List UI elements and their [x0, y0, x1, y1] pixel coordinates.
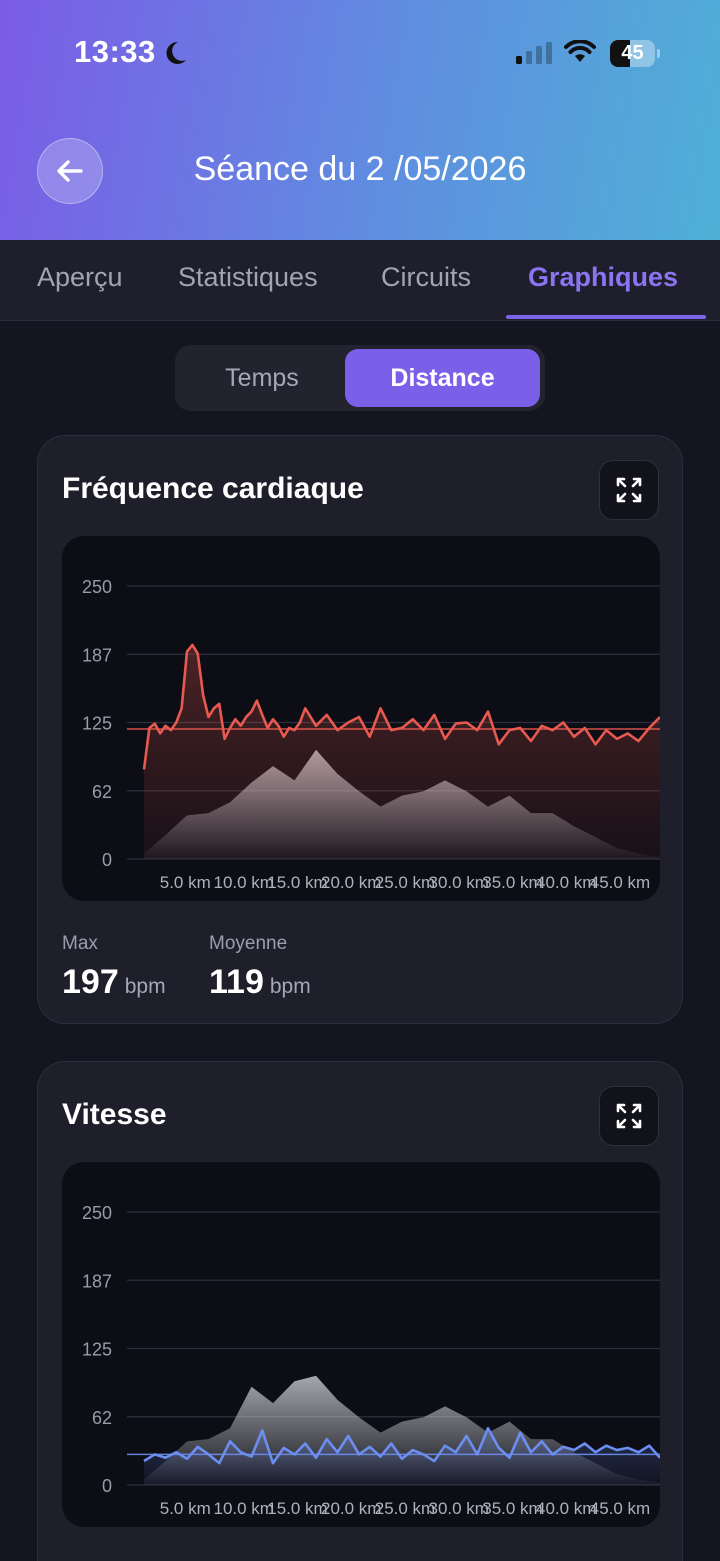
battery-icon: 45 — [610, 40, 660, 67]
tab-bar: Aperçu Statistiques Circuits Graphiques — [0, 240, 720, 321]
stat-label: Max — [62, 933, 98, 954]
active-tab-indicator — [506, 315, 706, 319]
time-distance-toggle: Temps Distance — [175, 345, 545, 411]
y-tick-label: 62 — [92, 782, 112, 802]
wifi-icon — [564, 40, 596, 62]
y-tick-label: 250 — [82, 1203, 112, 1223]
speed-chart: 250 187 125 62 0 5.0 km 10.0 km 15.0 km 20.0 km 2… — [62, 1162, 660, 1527]
segment-temps[interactable]: Temps — [225, 364, 299, 392]
moon-icon — [166, 41, 186, 64]
expand-button[interactable] — [599, 1086, 659, 1146]
line-series — [142, 643, 660, 770]
expand-button[interactable] — [599, 460, 659, 520]
expand-icon — [616, 477, 642, 503]
stat-label: Moyenne — [209, 933, 288, 954]
x-tick-label: 40.0 km — [536, 1499, 596, 1518]
tab-circuits[interactable]: Circuits — [381, 262, 472, 292]
expand-icon — [616, 1103, 642, 1129]
arrow-left-icon — [57, 160, 83, 182]
x-tick-label: 10.0 km — [214, 873, 274, 892]
x-tick-label: 5.0 km — [160, 1499, 211, 1518]
line-series-fill — [144, 1428, 660, 1485]
y-tick-label: 62 — [92, 1408, 112, 1428]
y-tick-label: 0 — [102, 850, 112, 870]
x-tick-label: 20.0 km — [321, 873, 381, 892]
y-tick-label: 187 — [82, 1271, 112, 1291]
stat-max: Max 197 bpm — [62, 933, 166, 1002]
status-time: 13:33 — [74, 34, 156, 69]
y-tick-label: 0 — [102, 1476, 112, 1496]
card-title: Vitesse — [62, 1098, 167, 1131]
x-tick-label: 40.0 km — [536, 873, 596, 892]
back-button[interactable] — [37, 138, 103, 204]
page-title: Séance du 2 /05/2026 — [193, 150, 527, 188]
tab-statistiques[interactable]: Statistiques — [178, 262, 318, 292]
x-tick-label: 10.0 km — [214, 1499, 274, 1518]
heart-rate-card: Fréquence cardiaque 250 187 125 62 0 5.0 km 10… — [37, 435, 683, 1024]
x-tick-label: 35.0 km — [482, 1499, 542, 1518]
x-tick-label: 30.0 km — [429, 873, 489, 892]
x-tick-label: 25.0 km — [375, 1499, 435, 1518]
battery-level: 45 — [621, 42, 644, 64]
y-tick-label: 125 — [82, 1340, 112, 1360]
stat-average: Moyenne 119 bpm — [209, 933, 311, 1002]
x-tick-label: 45.0 km — [590, 873, 650, 892]
stat-value: 119 — [209, 963, 264, 1001]
card-title: Fréquence cardiaque — [62, 472, 364, 505]
x-tick-label: 25.0 km — [375, 873, 435, 892]
tab-apercu[interactable]: Aperçu — [37, 262, 123, 292]
battery-fill — [610, 40, 631, 67]
x-tick-label: 15.0 km — [267, 873, 327, 892]
stat-unit: bpm — [124, 975, 166, 998]
heart-rate-chart: 250 187 125 62 0 5.0 km 10.0 km 15.0 km 20.0 km 2… — [62, 536, 660, 901]
header: 13:33 45 Séance du 2 /05/2026 — [0, 0, 720, 240]
speed-card: Vitesse 250 187 125 62 0 5.0 km 10.0 km 15.0 km… — [37, 1061, 683, 1561]
segment-distance[interactable]: Distance — [345, 349, 540, 407]
line-series-fill — [144, 644, 660, 859]
y-tick-label: 187 — [82, 645, 112, 665]
y-tick-label: 250 — [82, 577, 112, 597]
y-tick-label: 125 — [82, 714, 112, 734]
x-tick-label: 15.0 km — [267, 1499, 327, 1518]
x-tick-label: 45.0 km — [590, 1499, 650, 1518]
x-tick-label: 20.0 km — [321, 1499, 381, 1518]
stat-unit: bpm — [269, 975, 311, 998]
x-tick-label: 5.0 km — [160, 873, 211, 892]
stat-value: 197 — [62, 963, 119, 1001]
x-tick-label: 35.0 km — [482, 873, 542, 892]
tab-graphiques[interactable]: Graphiques — [528, 262, 679, 292]
x-tick-label: 30.0 km — [429, 1499, 489, 1518]
signal-icon — [516, 42, 552, 64]
